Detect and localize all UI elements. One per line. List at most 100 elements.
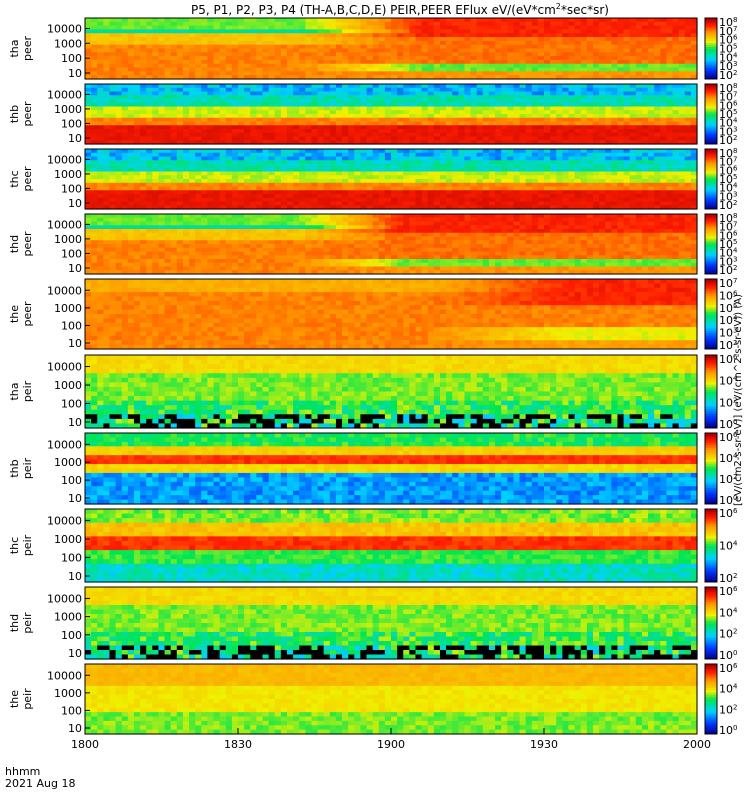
colorbar-tick-label: 106 <box>719 431 738 444</box>
y-tick-label: 10000 <box>47 669 82 682</box>
panel-the-peir: thepeir 10 100 1000 10000 100 102 104 106 <box>8 662 738 737</box>
panel-frame <box>84 83 698 145</box>
colorbar-tick-label: 102 <box>719 339 737 352</box>
panel-frame <box>84 586 698 660</box>
y-tick-label: 1000 <box>54 302 82 315</box>
y-tick-label: 1000 <box>54 379 82 392</box>
colorbar-tick-label: 104 <box>719 375 738 388</box>
y-tick-label: 10000 <box>47 361 82 374</box>
colorbar-tick-label: 105 <box>719 43 737 56</box>
colorbar-tick-label: 107 <box>719 221 737 234</box>
colorbar-tick-label: 100 <box>719 649 737 662</box>
y-tick-label: 100 <box>61 398 82 411</box>
colorbar-tick-label: 104 <box>719 51 738 64</box>
panel-label: thbpeer <box>8 101 34 127</box>
y-tick-label: 1000 <box>54 37 82 50</box>
y-tick-label: 1000 <box>54 687 82 700</box>
panel-label: thbpeir <box>8 457 34 479</box>
colorbar-tick-label: 102 <box>719 473 737 486</box>
panel-tha-peer: thapeer 10 100 1000 10000 1021031041051061071… <box>8 16 738 82</box>
y-tick-label: 100 <box>61 704 82 717</box>
y-tick-label: 10000 <box>47 153 82 166</box>
y-tick-label: 1000 <box>54 611 82 624</box>
y-tick-label: 10 <box>68 132 82 145</box>
colorbar-tick-label: 107 <box>719 91 737 104</box>
y-tick-label: 100 <box>61 552 82 565</box>
colorbar-tick-label: 103 <box>719 327 737 340</box>
y-tick-label: 100 <box>61 117 82 130</box>
x-tick-label: 1800 <box>71 738 99 751</box>
colorbar-tick-label: 106 <box>719 353 738 366</box>
colorbar-tick-label: 103 <box>719 60 737 73</box>
colorbar-tick-label: 102 <box>719 264 737 277</box>
time-axis: 1800 1830 1900 1930 2000 <box>71 728 711 751</box>
y-tick-label: 10000 <box>47 88 82 101</box>
y-tick-label: 1000 <box>54 103 82 116</box>
y-tick-label: 10 <box>68 67 82 80</box>
chart-title: P5, P1, P2, P3, P4 (TH-A,B,C,D,E) PEIR,P… <box>191 2 609 17</box>
y-tick-label: 10 <box>68 416 82 429</box>
colorbar-label: [eV/(cm2-s-sr-eV)] (eV/(cm^2-s-sr-eV)) (… <box>733 294 744 506</box>
panel-frame <box>84 213 698 275</box>
colorbar-thd-peir: 100 102 104 106 <box>704 585 738 662</box>
panel-label: thepeir <box>8 688 34 710</box>
y-tick-label: 1000 <box>54 456 82 469</box>
panel-label: thdpeer <box>8 231 34 257</box>
y-tick-label: 10 <box>68 262 82 275</box>
colorbar-tick-label: 104 <box>719 247 738 260</box>
colorbar-tick-label: 104 <box>719 182 738 195</box>
y-tick-label: 100 <box>61 629 82 642</box>
panel-frame <box>84 508 698 583</box>
colorbar-tick-label: 104 <box>719 452 738 465</box>
panel-frame <box>84 17 698 80</box>
y-tick-label: 10 <box>68 492 82 505</box>
colorbar-tick-label: 106 <box>719 507 738 520</box>
y-tick-label: 10000 <box>47 284 82 297</box>
colorbar-tick-label: 106 <box>719 662 738 675</box>
colorbar-tick-label: 107 <box>719 277 737 290</box>
panel-frame <box>84 354 698 429</box>
panel-label: thapeir <box>8 380 34 402</box>
panel-label: thapeer <box>8 36 34 62</box>
colorbar-thc-peir: 102 104 106 <box>704 507 738 585</box>
colorbar-tick-label: 107 <box>719 156 737 169</box>
colorbar-tick-label: 102 <box>719 199 737 212</box>
x-tick-label: 1930 <box>530 738 558 751</box>
y-tick-label: 10 <box>68 722 82 735</box>
colorbar-tick-label: 104 <box>719 606 738 619</box>
x-axis-label-format: hhmm <box>5 765 40 778</box>
colorbar-tick-label: 108 <box>719 147 737 160</box>
panel-label: thdpeir <box>8 612 34 634</box>
panel-tha-peir: thapeir 10 100 1000 10000 100 102 104 106 <box>8 353 738 431</box>
y-tick-label: 100 <box>61 247 82 260</box>
colorbar-tick-label: 105 <box>719 173 737 186</box>
colorbar-tick-label: 108 <box>719 82 737 95</box>
y-tick-label: 10000 <box>47 592 82 605</box>
panel-label: thepeer <box>8 301 34 327</box>
spectrogram-panels: thapeer101001000100001021031041051061071… <box>8 16 738 737</box>
colorbar-tick-label: 100 <box>719 418 737 431</box>
colorbar-tick-label: 106 <box>719 289 738 302</box>
panel-thc-peir: thcpeir 10 100 1000 10000 102 104 106 <box>8 507 738 585</box>
colorbar-tick-label: 102 <box>719 396 737 409</box>
colorbar-tick-label: 104 <box>719 117 738 130</box>
colorbar-tick-label: 106 <box>719 585 738 598</box>
colorbar-tick-label: 106 <box>719 34 738 47</box>
x-tick-label: 2000 <box>683 738 711 751</box>
colorbar-tick-label: 103 <box>719 190 737 203</box>
colorbar-tick-label: 104 <box>719 314 738 327</box>
colorbar-tick-label: 105 <box>719 302 737 315</box>
y-tick-label: 1000 <box>54 168 82 181</box>
colorbar-tick-label: 102 <box>719 628 737 641</box>
colorbar-tick-label: 108 <box>719 212 737 225</box>
y-tick-label: 10000 <box>47 22 82 35</box>
y-tick-label: 10 <box>68 197 82 210</box>
